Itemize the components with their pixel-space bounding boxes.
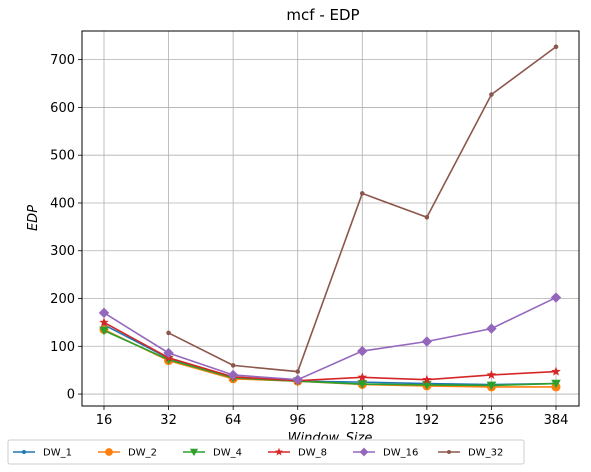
legend-label: DW_16 [383,448,418,459]
x-tick-label: 384 [544,413,569,428]
legend-swatch-marker [22,450,26,454]
data-point [421,336,433,347]
y-tick-label: 100 [50,340,75,355]
data-point [99,326,109,336]
y-tick-label: 700 [50,53,75,68]
legend-item: DW_2 [98,448,157,459]
data-point [486,381,497,391]
legend: DW_1 DW_2 DW_4 DW_8 DW_16 DW_32 [13,448,503,459]
legend-swatch-marker [189,448,199,457]
data-point [489,92,494,97]
data-point [99,317,109,327]
data-point [357,380,368,389]
x-tick-label: 96 [289,413,306,428]
x-tick-label: 192 [414,413,439,428]
legend-label: DW_1 [43,448,72,459]
y-axis-ticks: 0 100 200 300 400 500 600 700 [50,53,82,403]
data-point [422,374,432,384]
chart-title: mcf - EDP [286,6,359,24]
y-tick-label: 400 [50,196,75,211]
legend-item: DW_1 [13,448,72,459]
y-tick-label: 200 [50,292,75,307]
grid-lines [82,31,579,406]
series-line [103,321,557,382]
data-point [357,372,368,382]
legend-label: DW_4 [213,448,242,459]
x-tick-label: 64 [225,413,242,428]
x-axis-ticks: 16 32 64 96 128 192 256 384 [96,406,569,428]
data-point [359,191,365,196]
legend-swatch-marker [274,447,284,456]
y-tick-label: 600 [50,101,75,116]
legend-item: DW_32 [438,448,503,459]
data-point [357,345,368,357]
data-point [166,330,171,336]
data-point [163,347,174,359]
data-point [295,369,301,374]
legend-box [7,439,525,465]
legend-item: DW_16 [353,448,418,459]
legend-label: DW_2 [128,448,157,459]
y-tick-label: 500 [50,149,75,164]
data-point [551,379,561,389]
legend-item: DW_8 [268,448,327,459]
x-tick-label: 16 [96,413,113,428]
legend-item: DW_4 [183,448,242,459]
data-point [98,307,110,319]
y-tick-label: 0 [67,388,75,403]
series-line [103,296,557,381]
data-point [550,292,562,303]
legend-swatch-marker [447,450,451,454]
legend-swatch-marker [105,448,113,456]
y-axis-label: EDP [26,205,41,231]
data-point [292,374,303,385]
y-tick-label: 300 [50,244,75,259]
data-point [424,215,430,220]
x-tick-label: 32 [160,413,177,428]
data-point [486,323,497,334]
series-dw-16 [98,292,562,385]
series-layer [98,44,562,392]
plot-frame [81,30,580,407]
data-point [230,363,236,368]
x-tick-label: 128 [350,413,375,428]
data-point [553,44,559,50]
legend-label: DW_32 [468,448,503,459]
data-point [486,369,497,379]
series-line [103,329,557,387]
x-tick-label: 256 [479,413,504,428]
series-dw-32 [166,44,559,374]
data-point [551,366,561,376]
legend-label: DW_8 [298,448,327,459]
data-point [227,369,239,381]
legend-swatch-marker [359,447,369,457]
